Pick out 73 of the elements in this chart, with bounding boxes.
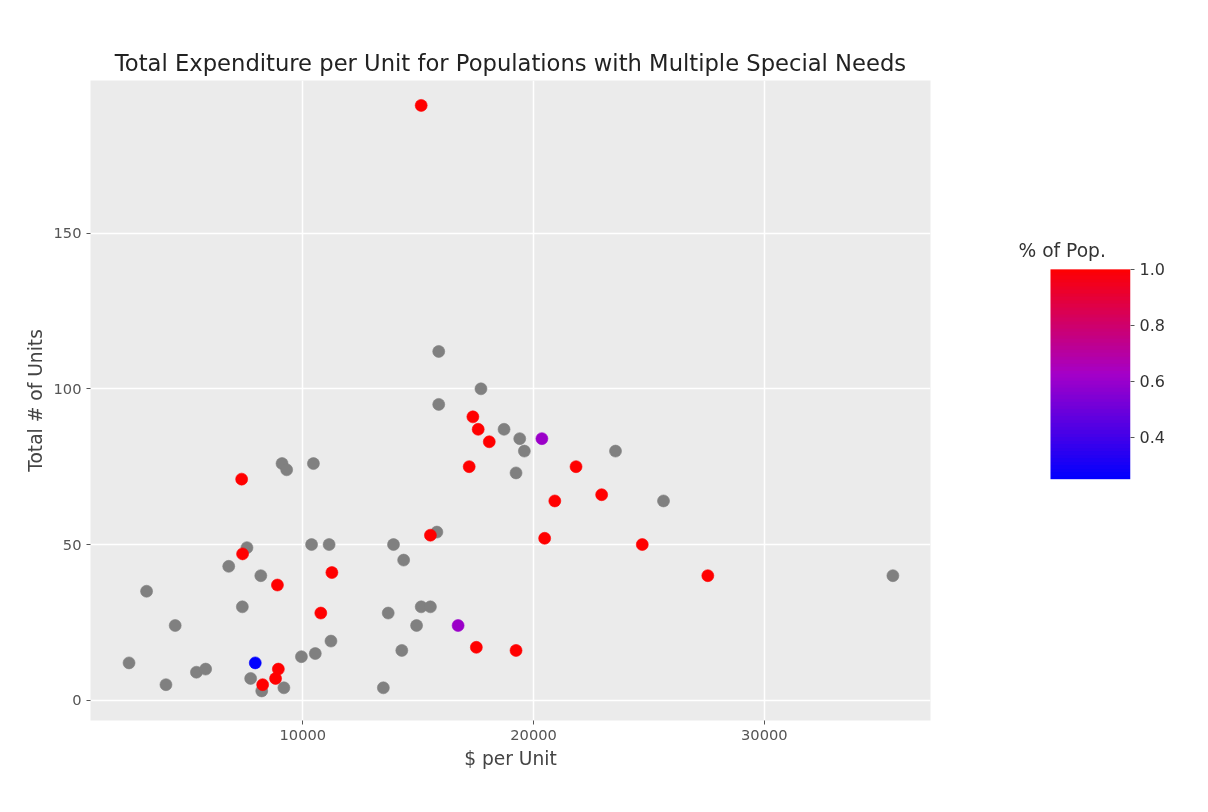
point — [277, 681, 291, 695]
point — [424, 600, 437, 614]
point — [548, 494, 562, 508]
point — [432, 398, 446, 411]
point — [256, 678, 269, 691]
point — [381, 606, 395, 620]
point — [886, 569, 900, 582]
point — [280, 463, 293, 477]
point — [305, 538, 318, 551]
point — [159, 678, 173, 691]
point — [235, 472, 248, 486]
point — [168, 619, 182, 632]
color-bar-label: 1.0 — [1139, 260, 1165, 280]
point — [535, 432, 549, 445]
point — [538, 532, 551, 545]
x-axis-title: $ per Unit — [464, 747, 557, 769]
point — [387, 538, 400, 551]
y-axis-title: Total # of Units — [24, 329, 46, 473]
y-tick-label: 50 — [62, 535, 82, 553]
point — [513, 432, 527, 445]
color-bar-label: 0.6 — [1139, 372, 1165, 392]
point — [518, 444, 531, 458]
point — [199, 662, 212, 676]
point — [497, 423, 511, 436]
point — [701, 569, 715, 582]
point — [471, 423, 485, 436]
point — [414, 99, 428, 112]
chart-title: Total Expenditure per Unit for Populations with Multiple Special Needs — [113, 49, 907, 76]
point — [271, 578, 284, 592]
point — [595, 488, 608, 501]
point — [324, 634, 338, 648]
point — [248, 656, 262, 670]
point — [122, 656, 136, 670]
point — [236, 600, 249, 614]
color-bar-label: 0.8 — [1139, 316, 1165, 336]
point — [609, 444, 622, 458]
point — [295, 650, 308, 663]
point — [322, 538, 336, 551]
point — [269, 672, 282, 685]
point — [451, 619, 465, 632]
point — [377, 681, 390, 695]
point — [474, 382, 488, 396]
y-tick-label: 100 — [53, 379, 82, 397]
point — [140, 584, 153, 598]
x-tick-label: 10000 — [279, 725, 327, 743]
point — [509, 466, 523, 480]
point — [395, 644, 409, 657]
point — [569, 460, 583, 473]
point — [314, 606, 328, 620]
point — [635, 538, 649, 551]
point — [462, 460, 476, 473]
point — [308, 647, 322, 660]
point — [482, 435, 496, 449]
color-bar-title: % of Pop. — [1018, 239, 1106, 261]
point — [325, 566, 339, 579]
point — [397, 553, 410, 567]
point — [410, 619, 423, 632]
point — [236, 547, 249, 561]
point — [424, 528, 437, 542]
x-tick-label: 20000 — [510, 725, 557, 743]
point — [509, 644, 523, 657]
y-tick-label: 150 — [53, 224, 82, 242]
point — [254, 569, 268, 582]
point — [307, 457, 320, 470]
x-tick-label: 30000 — [741, 725, 788, 743]
point — [432, 345, 446, 358]
point — [657, 494, 670, 508]
color-bar-label: 0.4 — [1139, 428, 1165, 448]
point — [466, 410, 480, 424]
y-tick-label: 0 — [72, 691, 82, 709]
point — [470, 641, 483, 654]
point — [244, 672, 257, 685]
point — [222, 560, 236, 573]
